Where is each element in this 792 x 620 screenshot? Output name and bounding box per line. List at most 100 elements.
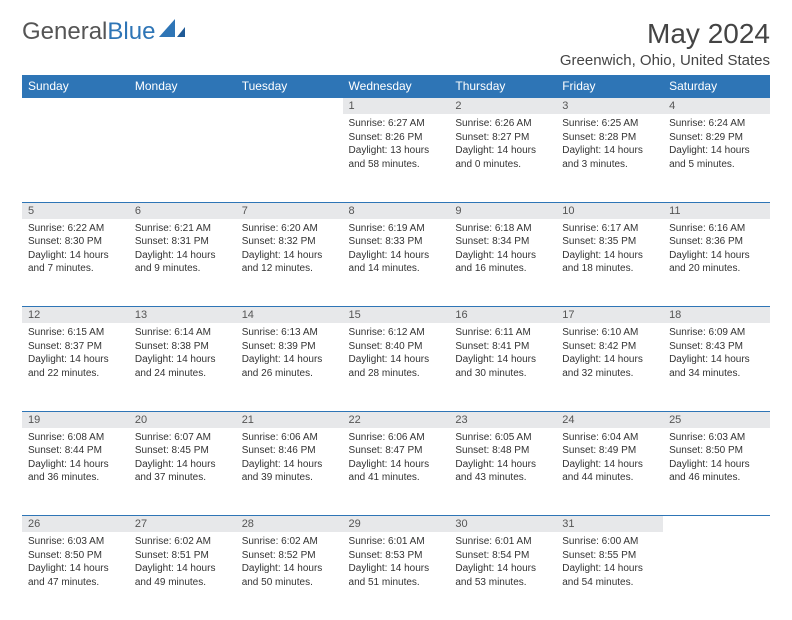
sunrise-line: Sunrise: 6:24 AM bbox=[669, 117, 764, 131]
day-number-row: 1234 bbox=[22, 98, 770, 115]
day-cell: Sunrise: 6:06 AMSunset: 8:46 PMDaylight:… bbox=[236, 428, 343, 516]
logo-text-general: General bbox=[22, 18, 107, 46]
sunset-line: Sunset: 8:49 PM bbox=[562, 444, 657, 458]
day-details: Sunrise: 6:15 AMSunset: 8:37 PMDaylight:… bbox=[22, 323, 129, 386]
day-cell: Sunrise: 6:12 AMSunset: 8:40 PMDaylight:… bbox=[343, 323, 450, 411]
day-number-cell: 9 bbox=[449, 202, 556, 219]
sunrise-line: Sunrise: 6:09 AM bbox=[669, 326, 764, 340]
day-details: Sunrise: 6:20 AMSunset: 8:32 PMDaylight:… bbox=[236, 219, 343, 282]
day-number-cell: 27 bbox=[129, 516, 236, 533]
weekday-header: Monday bbox=[129, 75, 236, 98]
sunset-line: Sunset: 8:50 PM bbox=[28, 549, 123, 563]
sunset-line: Sunset: 8:40 PM bbox=[349, 340, 444, 354]
day-cell: Sunrise: 6:01 AMSunset: 8:54 PMDaylight:… bbox=[449, 532, 556, 620]
day-cell: Sunrise: 6:07 AMSunset: 8:45 PMDaylight:… bbox=[129, 428, 236, 516]
day-details: Sunrise: 6:01 AMSunset: 8:54 PMDaylight:… bbox=[449, 532, 556, 595]
daylight-line: Daylight: 14 hours and 12 minutes. bbox=[242, 249, 337, 276]
sunset-line: Sunset: 8:41 PM bbox=[455, 340, 550, 354]
daylight-line: Daylight: 14 hours and 7 minutes. bbox=[28, 249, 123, 276]
day-number-row: 262728293031 bbox=[22, 516, 770, 533]
sunrise-line: Sunrise: 6:06 AM bbox=[242, 431, 337, 445]
daylight-line: Daylight: 14 hours and 41 minutes. bbox=[349, 458, 444, 485]
sunset-line: Sunset: 8:30 PM bbox=[28, 235, 123, 249]
sunset-line: Sunset: 8:53 PM bbox=[349, 549, 444, 563]
day-number-cell: 2 bbox=[449, 98, 556, 115]
daylight-line: Daylight: 14 hours and 22 minutes. bbox=[28, 353, 123, 380]
empty-cell bbox=[129, 114, 236, 202]
day-number-cell: 16 bbox=[449, 307, 556, 324]
daylight-line: Daylight: 13 hours and 58 minutes. bbox=[349, 144, 444, 171]
sunset-line: Sunset: 8:54 PM bbox=[455, 549, 550, 563]
day-details: Sunrise: 6:24 AMSunset: 8:29 PMDaylight:… bbox=[663, 114, 770, 177]
sunrise-line: Sunrise: 6:08 AM bbox=[28, 431, 123, 445]
day-details: Sunrise: 6:02 AMSunset: 8:52 PMDaylight:… bbox=[236, 532, 343, 595]
day-number-row: 567891011 bbox=[22, 202, 770, 219]
day-cell: Sunrise: 6:19 AMSunset: 8:33 PMDaylight:… bbox=[343, 219, 450, 307]
sunrise-line: Sunrise: 6:16 AM bbox=[669, 222, 764, 236]
sunrise-line: Sunrise: 6:12 AM bbox=[349, 326, 444, 340]
day-number-cell: 31 bbox=[556, 516, 663, 533]
sunrise-line: Sunrise: 6:14 AM bbox=[135, 326, 230, 340]
calendar-table: SundayMondayTuesdayWednesdayThursdayFrid… bbox=[22, 75, 770, 620]
day-number-cell: 15 bbox=[343, 307, 450, 324]
day-details: Sunrise: 6:00 AMSunset: 8:55 PMDaylight:… bbox=[556, 532, 663, 595]
day-cell: Sunrise: 6:18 AMSunset: 8:34 PMDaylight:… bbox=[449, 219, 556, 307]
daylight-line: Daylight: 14 hours and 37 minutes. bbox=[135, 458, 230, 485]
daylight-line: Daylight: 14 hours and 26 minutes. bbox=[242, 353, 337, 380]
day-number-cell: 4 bbox=[663, 98, 770, 115]
weekday-header: Saturday bbox=[663, 75, 770, 98]
empty-cell bbox=[236, 114, 343, 202]
sunrise-line: Sunrise: 6:01 AM bbox=[455, 535, 550, 549]
day-number-cell: 23 bbox=[449, 411, 556, 428]
day-number-cell: 29 bbox=[343, 516, 450, 533]
day-cell: Sunrise: 6:00 AMSunset: 8:55 PMDaylight:… bbox=[556, 532, 663, 620]
sunrise-line: Sunrise: 6:20 AM bbox=[242, 222, 337, 236]
sunrise-line: Sunrise: 6:07 AM bbox=[135, 431, 230, 445]
sunset-line: Sunset: 8:29 PM bbox=[669, 131, 764, 145]
empty-cell bbox=[663, 532, 770, 620]
day-details: Sunrise: 6:03 AMSunset: 8:50 PMDaylight:… bbox=[22, 532, 129, 595]
day-details: Sunrise: 6:25 AMSunset: 8:28 PMDaylight:… bbox=[556, 114, 663, 177]
day-number-cell: 25 bbox=[663, 411, 770, 428]
daylight-line: Daylight: 14 hours and 39 minutes. bbox=[242, 458, 337, 485]
day-number-cell: 3 bbox=[556, 98, 663, 115]
daylight-line: Daylight: 14 hours and 16 minutes. bbox=[455, 249, 550, 276]
day-content-row: Sunrise: 6:15 AMSunset: 8:37 PMDaylight:… bbox=[22, 323, 770, 411]
daylight-line: Daylight: 14 hours and 50 minutes. bbox=[242, 562, 337, 589]
sunrise-line: Sunrise: 6:03 AM bbox=[669, 431, 764, 445]
daylight-line: Daylight: 14 hours and 51 minutes. bbox=[349, 562, 444, 589]
day-number-cell: 13 bbox=[129, 307, 236, 324]
day-number-cell: 20 bbox=[129, 411, 236, 428]
month-title: May 2024 bbox=[560, 18, 770, 50]
sunrise-line: Sunrise: 6:04 AM bbox=[562, 431, 657, 445]
daylight-line: Daylight: 14 hours and 14 minutes. bbox=[349, 249, 444, 276]
weekday-header: Sunday bbox=[22, 75, 129, 98]
sail-icon bbox=[159, 18, 185, 46]
day-cell: Sunrise: 6:16 AMSunset: 8:36 PMDaylight:… bbox=[663, 219, 770, 307]
day-details: Sunrise: 6:13 AMSunset: 8:39 PMDaylight:… bbox=[236, 323, 343, 386]
day-details: Sunrise: 6:07 AMSunset: 8:45 PMDaylight:… bbox=[129, 428, 236, 491]
day-number-cell: 30 bbox=[449, 516, 556, 533]
day-details: Sunrise: 6:17 AMSunset: 8:35 PMDaylight:… bbox=[556, 219, 663, 282]
day-details: Sunrise: 6:18 AMSunset: 8:34 PMDaylight:… bbox=[449, 219, 556, 282]
empty-cell bbox=[236, 98, 343, 115]
day-cell: Sunrise: 6:02 AMSunset: 8:51 PMDaylight:… bbox=[129, 532, 236, 620]
weekday-row: SundayMondayTuesdayWednesdayThursdayFrid… bbox=[22, 75, 770, 98]
day-details: Sunrise: 6:22 AMSunset: 8:30 PMDaylight:… bbox=[22, 219, 129, 282]
day-cell: Sunrise: 6:14 AMSunset: 8:38 PMDaylight:… bbox=[129, 323, 236, 411]
day-number-cell: 19 bbox=[22, 411, 129, 428]
daylight-line: Daylight: 14 hours and 43 minutes. bbox=[455, 458, 550, 485]
empty-cell bbox=[22, 114, 129, 202]
day-number-cell: 1 bbox=[343, 98, 450, 115]
day-details: Sunrise: 6:06 AMSunset: 8:47 PMDaylight:… bbox=[343, 428, 450, 491]
sunrise-line: Sunrise: 6:02 AM bbox=[135, 535, 230, 549]
day-details: Sunrise: 6:08 AMSunset: 8:44 PMDaylight:… bbox=[22, 428, 129, 491]
day-content-row: Sunrise: 6:22 AMSunset: 8:30 PMDaylight:… bbox=[22, 219, 770, 307]
daylight-line: Daylight: 14 hours and 36 minutes. bbox=[28, 458, 123, 485]
sunset-line: Sunset: 8:48 PM bbox=[455, 444, 550, 458]
empty-cell bbox=[129, 98, 236, 115]
title-block: May 2024 Greenwich, Ohio, United States bbox=[560, 18, 770, 69]
day-details: Sunrise: 6:06 AMSunset: 8:46 PMDaylight:… bbox=[236, 428, 343, 491]
day-details: Sunrise: 6:09 AMSunset: 8:43 PMDaylight:… bbox=[663, 323, 770, 386]
daylight-line: Daylight: 14 hours and 9 minutes. bbox=[135, 249, 230, 276]
